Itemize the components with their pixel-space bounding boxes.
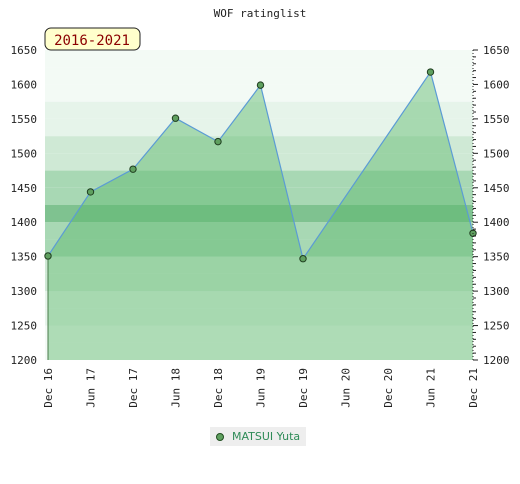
- x-tick-label: Dec 17: [127, 368, 140, 408]
- y-tick-label-right: 1650: [483, 44, 510, 57]
- x-tick-label: Dec 19: [297, 368, 310, 408]
- data-point: [172, 115, 178, 121]
- y-tick-label-left: 1450: [11, 182, 38, 195]
- period-badge-label: 2016-2021: [54, 33, 130, 49]
- x-tick-label: Dec 18: [212, 368, 225, 408]
- y-tick-label-right: 1600: [483, 78, 510, 91]
- data-point: [130, 166, 136, 172]
- x-tick-label: Dec 20: [382, 368, 395, 408]
- data-point: [257, 82, 263, 88]
- y-tick-label-right: 1550: [483, 113, 510, 126]
- y-tick-label-right: 1300: [483, 285, 510, 298]
- y-axis-right: 1200 1250 1300 1350 1400 1450 1500 1550 1600 1650: [473, 44, 510, 367]
- y-tick-label-right: 1250: [483, 320, 510, 333]
- legend-marker-icon: [216, 433, 224, 441]
- legend: MATSUI Yuta: [210, 427, 306, 446]
- y-tick-label-right: 1400: [483, 216, 510, 229]
- data-point: [215, 138, 221, 144]
- y-tick-label-left: 1200: [11, 354, 38, 367]
- y-tick-label-left: 1300: [11, 285, 38, 298]
- x-tick-label: Jun 17: [85, 368, 98, 408]
- y-tick-label-left: 1250: [11, 320, 38, 333]
- data-point: [300, 256, 306, 262]
- y-tick-label-left: 1400: [11, 216, 38, 229]
- x-tick-label: Jun 21: [425, 368, 438, 408]
- y-tick-label-right: 1450: [483, 182, 510, 195]
- data-point: [427, 69, 433, 75]
- y-tick-label-left: 1650: [11, 44, 38, 57]
- period-badge: 2016-2021: [45, 28, 140, 50]
- data-point: [87, 189, 93, 195]
- chart-title: WOF ratinglist: [214, 7, 307, 20]
- x-tick-label: Jun 19: [255, 368, 268, 408]
- legend-series-label: MATSUI Yuta: [232, 430, 300, 443]
- y-tick-label-left: 1350: [11, 251, 38, 264]
- x-tick-label: Dec 16: [42, 368, 55, 408]
- x-axis: Dec 16 Jun 17 Dec 17 Jun 18 Dec 18 Jun 19 Dec …: [42, 368, 480, 408]
- y-tick-label-right: 1500: [483, 147, 510, 160]
- y-tick-label-left: 1550: [11, 113, 38, 126]
- x-tick-label: Dec 21: [467, 368, 480, 408]
- y-tick-label-right: 1350: [483, 251, 510, 264]
- x-tick-label: Jun 20: [340, 368, 353, 408]
- y-axis-left: 1200 1250 1300 1350 1400 1450 1500 1550 1600 1650: [11, 44, 38, 367]
- x-tick-label: Jun 18: [170, 368, 183, 408]
- grid-band: [45, 50, 473, 67]
- y-tick-label-right: 1200: [483, 354, 510, 367]
- y-tick-label-left: 1500: [11, 147, 38, 160]
- y-tick-label-left: 1600: [11, 78, 38, 91]
- data-point: [45, 253, 51, 259]
